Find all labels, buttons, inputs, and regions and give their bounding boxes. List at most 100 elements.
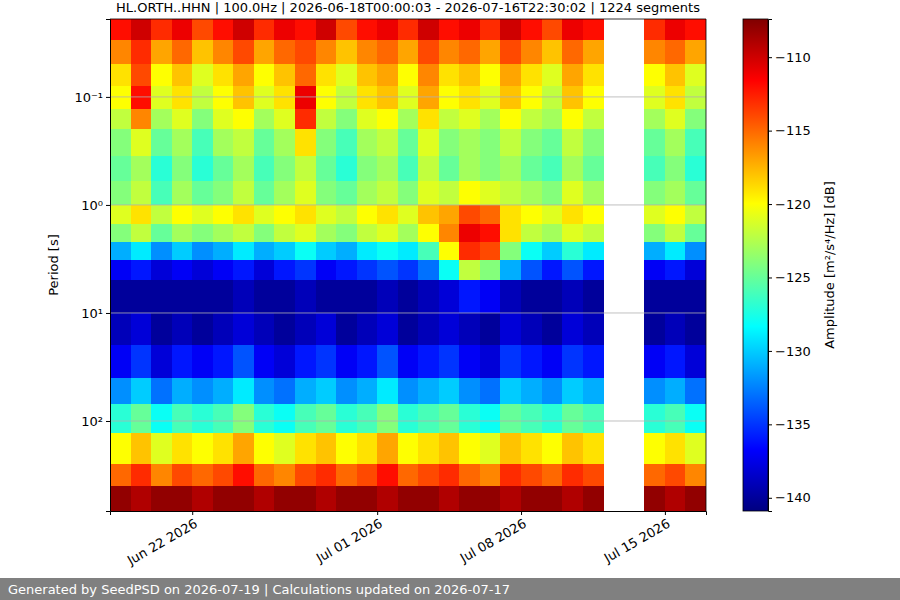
cell — [131, 433, 152, 464]
cell — [439, 486, 460, 511]
cell — [459, 40, 480, 64]
cell — [151, 260, 172, 281]
cell — [316, 378, 337, 405]
cell — [685, 40, 706, 64]
cell — [295, 486, 316, 511]
cell — [685, 224, 706, 242]
y-tick-label: 10² — [81, 414, 103, 429]
y-tick-label: 10¹ — [81, 306, 103, 321]
cell — [254, 129, 275, 156]
cell — [316, 86, 337, 109]
cell — [377, 181, 398, 205]
cell — [295, 19, 316, 41]
cell — [151, 280, 172, 313]
cell — [357, 464, 378, 487]
cell — [685, 19, 706, 41]
cell — [398, 156, 419, 182]
cell — [418, 64, 439, 87]
cell — [295, 404, 316, 434]
cell — [644, 404, 665, 434]
cell — [336, 205, 357, 225]
cell — [644, 19, 665, 41]
cell — [254, 313, 275, 346]
cell — [172, 433, 193, 464]
cell — [562, 19, 583, 41]
cell — [418, 224, 439, 242]
cell — [274, 404, 295, 434]
cell — [377, 242, 398, 260]
cell — [336, 242, 357, 260]
cell — [521, 378, 542, 405]
cell — [398, 404, 419, 434]
cell — [562, 156, 583, 182]
cell — [357, 205, 378, 225]
cell — [192, 205, 213, 225]
cell — [542, 260, 563, 281]
cell — [459, 129, 480, 156]
cell — [542, 64, 563, 87]
cell — [316, 205, 337, 225]
cell — [110, 313, 131, 346]
y-tick: 10⁻¹ — [74, 90, 110, 105]
cell — [110, 433, 131, 464]
cell — [644, 40, 665, 64]
cell — [192, 40, 213, 64]
cell — [418, 486, 439, 511]
cell — [398, 433, 419, 464]
cell — [151, 404, 172, 434]
cell — [500, 224, 521, 242]
cell — [274, 19, 295, 41]
cell — [500, 260, 521, 281]
cell — [377, 378, 398, 405]
cell — [398, 64, 419, 87]
cell — [500, 181, 521, 205]
cell — [562, 464, 583, 487]
cell — [172, 181, 193, 205]
cell — [480, 86, 501, 109]
cell — [110, 345, 131, 378]
x-tick: Jun 22 2026 — [124, 511, 200, 568]
cell — [274, 86, 295, 109]
cell — [316, 109, 337, 130]
colorbar-tick: −140 — [768, 490, 811, 505]
cell — [254, 345, 275, 378]
cell — [439, 464, 460, 487]
cell — [233, 433, 254, 464]
cell — [562, 433, 583, 464]
cell — [213, 224, 234, 242]
cell — [459, 64, 480, 87]
cell — [500, 40, 521, 64]
cell — [459, 313, 480, 346]
cell — [295, 156, 316, 182]
cell — [110, 129, 131, 156]
cell — [357, 486, 378, 511]
cell — [542, 19, 563, 41]
cell — [398, 378, 419, 405]
cell — [131, 181, 152, 205]
cell — [542, 109, 563, 130]
cell — [131, 205, 152, 225]
cell — [336, 40, 357, 64]
cell — [418, 433, 439, 464]
cell — [295, 40, 316, 64]
cell — [459, 109, 480, 130]
cell — [439, 280, 460, 313]
cell — [110, 86, 131, 109]
grid — [110, 97, 706, 421]
cell — [131, 64, 152, 87]
cell — [644, 205, 665, 225]
cell — [213, 19, 234, 41]
cell — [418, 280, 439, 313]
cell — [665, 345, 686, 378]
cell — [233, 19, 254, 41]
cell — [274, 433, 295, 464]
cell — [172, 464, 193, 487]
cell — [500, 486, 521, 511]
cell — [131, 86, 152, 109]
cell — [110, 156, 131, 182]
cell — [542, 378, 563, 405]
cell — [233, 345, 254, 378]
cell — [213, 433, 234, 464]
cell — [172, 156, 193, 182]
cell — [233, 464, 254, 487]
